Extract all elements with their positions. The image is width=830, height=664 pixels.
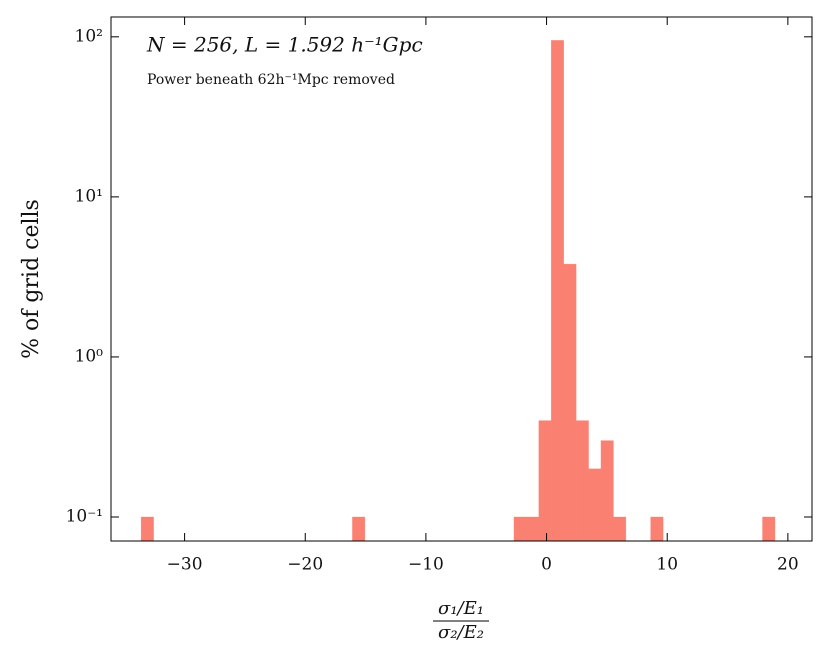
bar (513, 516, 527, 542)
y-tick-label: 10² (75, 26, 103, 46)
bar (600, 440, 614, 542)
x-tick-label: 20 (777, 555, 799, 575)
x-tick-label: −10 (408, 555, 444, 575)
bar (563, 263, 577, 542)
bar (538, 420, 552, 542)
x-axis-label-denominator: σ₂/E₂ (438, 622, 484, 643)
bar (762, 516, 776, 542)
x-axis-label-numerator: σ₁/E₁ (438, 598, 484, 619)
x-tick-label: −30 (167, 555, 203, 575)
subannotation: Power beneath 62h⁻¹Mpc removed (147, 72, 395, 88)
annotation: N = 256, L = 1.592 h⁻¹Gpc (146, 33, 423, 57)
y-axis-label: % of grid cells (19, 199, 44, 359)
y-tick-label: 10¹ (75, 186, 103, 206)
y-tick-label: 10⁰ (75, 346, 104, 366)
bar (550, 40, 564, 542)
x-tick-label: 0 (541, 555, 552, 575)
bar (352, 516, 366, 542)
bar (575, 420, 589, 542)
bar (650, 516, 664, 542)
bar (588, 468, 602, 542)
plot-frame (110, 16, 813, 542)
x-tick-label: 10 (656, 555, 678, 575)
bar (140, 516, 154, 542)
bar (526, 516, 540, 542)
y-tick-label: 10⁻¹ (66, 506, 103, 526)
x-tick-label: −20 (287, 555, 323, 575)
bar (613, 516, 627, 542)
